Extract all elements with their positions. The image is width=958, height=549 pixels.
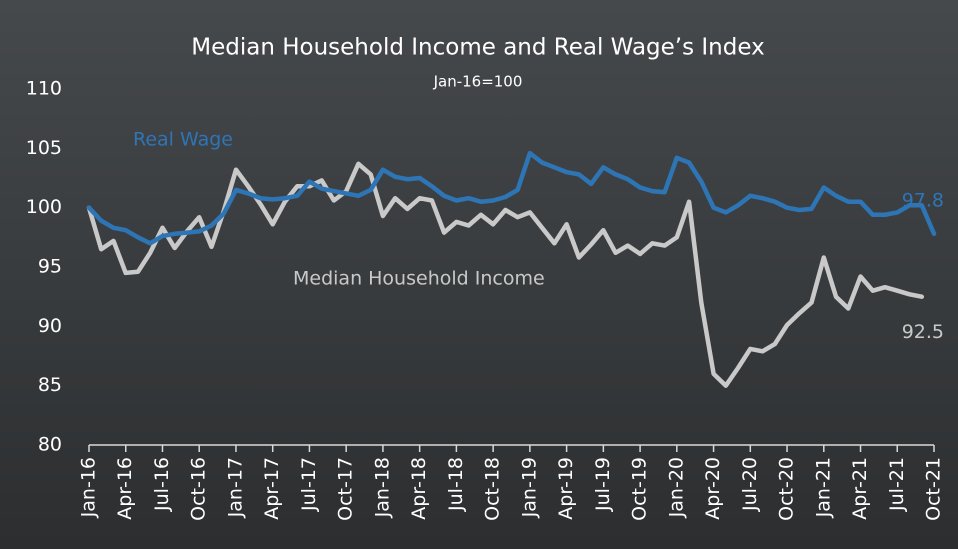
y-tick-label: 90	[38, 315, 62, 337]
data-label: 92.5	[902, 321, 944, 343]
x-tick-label: Apr-21	[849, 457, 871, 520]
x-tick-label: Jul-17	[298, 457, 320, 512]
data-label: 97.8	[902, 189, 944, 211]
x-tick-label: Oct-19	[629, 457, 651, 521]
y-tick-label: 80	[38, 434, 62, 456]
chart: Median Household Income and Real Wage’s …	[0, 0, 958, 549]
x-tick-label: Jan-18	[371, 457, 393, 518]
chart-title: Median Household Income and Real Wage’s …	[191, 35, 764, 61]
x-tick-label: Oct-18	[482, 457, 504, 521]
y-tick-label: 85	[38, 374, 62, 396]
x-tick-label: Apr-16	[114, 457, 136, 520]
x-tick-label: Apr-20	[702, 457, 724, 520]
series-label: Median Household Income	[293, 268, 545, 290]
y-tick-label: 95	[38, 256, 62, 278]
x-tick-label: Jul-19	[592, 457, 614, 512]
x-tick-label: Oct-20	[776, 457, 798, 521]
chart-subtitle: Jan-16=100	[433, 73, 523, 91]
x-tick-label: Jan-21	[812, 457, 834, 518]
x-tick-label: Oct-17	[335, 457, 357, 521]
x-tick-label: Oct-21	[923, 457, 945, 521]
x-tick-label: Jan-19	[518, 457, 540, 518]
x-tick-label: Jul-18	[445, 457, 467, 512]
x-tick-label: Jan-20	[665, 457, 687, 518]
x-tick-label: Jul-21	[886, 457, 908, 512]
series-label: Real Wage	[133, 129, 233, 151]
x-tick-label: Apr-19	[555, 457, 577, 520]
y-tick-label: 100	[26, 196, 62, 218]
x-tick-label: Apr-18	[408, 457, 430, 520]
x-tick-label: Jul-20	[739, 457, 761, 512]
x-tick-label: Jan-17	[224, 457, 246, 518]
y-tick-label: 110	[26, 78, 62, 100]
y-tick-label: 105	[26, 137, 62, 159]
x-tick-label: Oct-16	[188, 457, 210, 521]
x-tick-label: Apr-17	[261, 457, 283, 520]
x-tick-label: Jan-16	[78, 457, 100, 518]
x-tick-label: Jul-16	[151, 457, 173, 512]
